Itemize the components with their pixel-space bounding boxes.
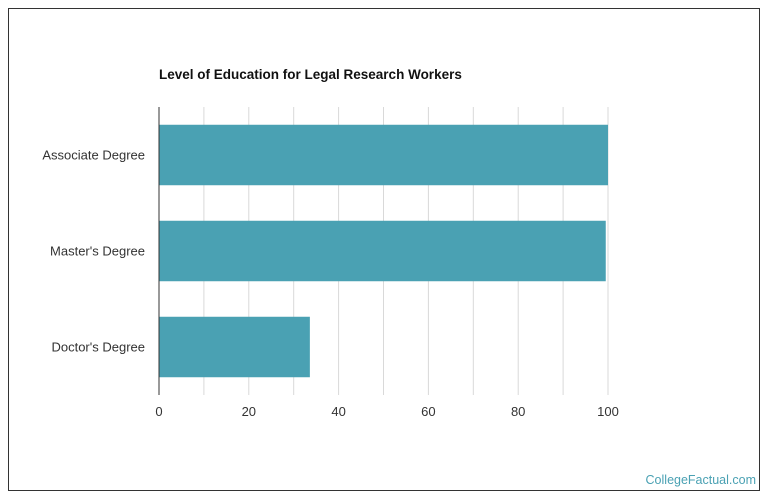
x-tick-label: 20	[242, 404, 256, 419]
x-tick-label: 60	[421, 404, 435, 419]
x-tick-label: 80	[511, 404, 525, 419]
chart-title: Level of Education for Legal Research Wo…	[159, 67, 462, 82]
x-tick-label: 100	[597, 404, 619, 419]
watermark-link[interactable]: CollegeFactual.com	[645, 473, 756, 487]
x-tick-label: 0	[155, 404, 162, 419]
category-label: Master's Degree	[50, 244, 145, 259]
bar	[159, 220, 606, 282]
category-label: Doctor's Degree	[51, 340, 145, 355]
x-tick-label: 40	[331, 404, 345, 419]
bar	[159, 124, 608, 186]
bar	[159, 316, 310, 378]
category-label: Associate Degree	[42, 148, 145, 163]
